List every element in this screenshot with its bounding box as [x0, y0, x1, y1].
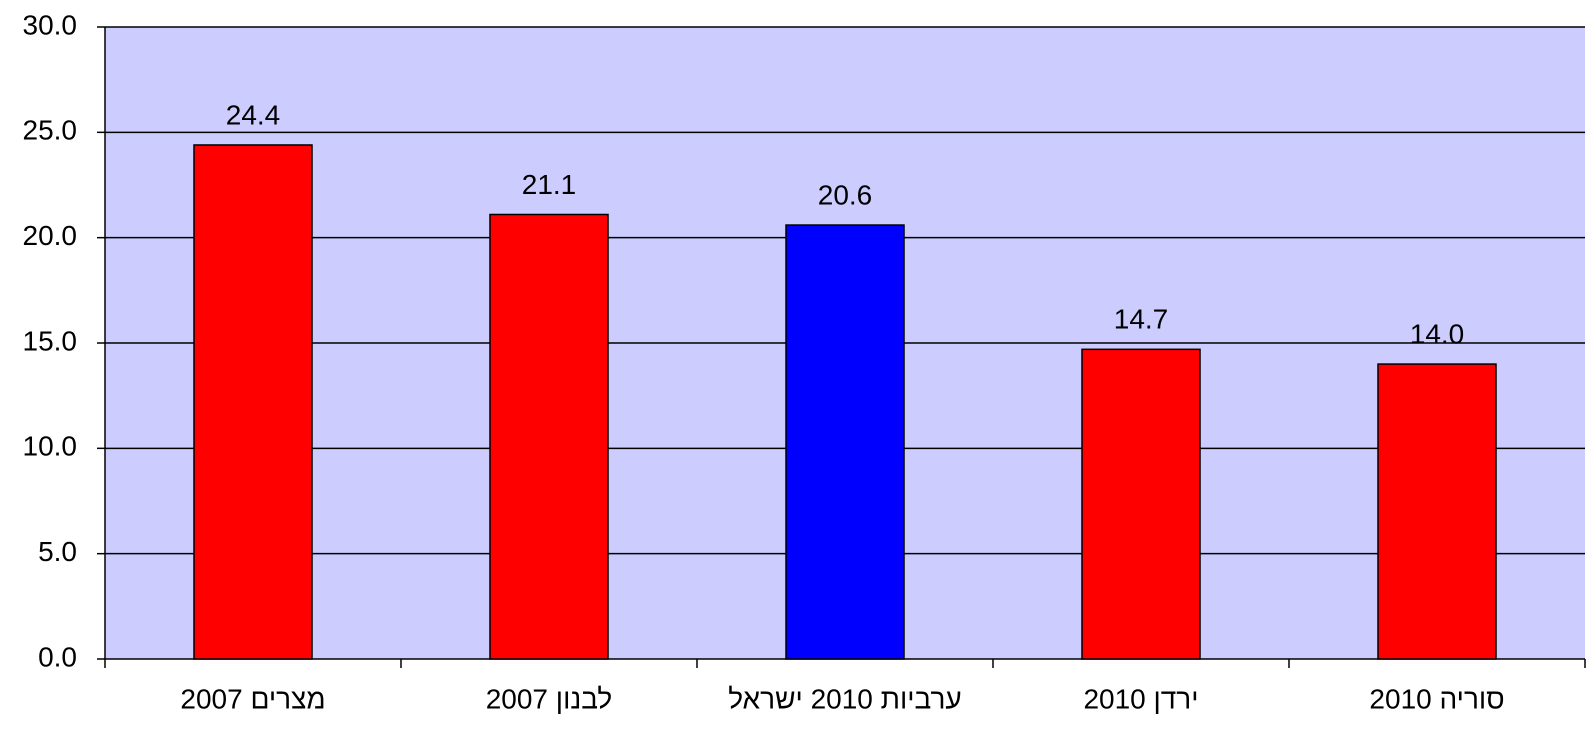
value-label: 14.0: [1410, 318, 1465, 349]
y-tick-label: 10.0: [23, 431, 78, 462]
value-label: 24.4: [226, 99, 281, 130]
y-tick-label: 15.0: [23, 325, 78, 356]
bar: [1081, 348, 1201, 660]
y-tick-label: 25.0: [23, 115, 78, 146]
y-tick-label: 0.0: [38, 641, 77, 672]
bar: [785, 224, 905, 660]
y-tick-label: 5.0: [38, 536, 77, 567]
x-tick-label: לבנון 2007: [486, 683, 613, 714]
x-tick-label: סוריה 2010: [1369, 683, 1504, 714]
bar: [193, 144, 313, 660]
x-tick-label: ירדן 2010: [1083, 683, 1198, 714]
y-tick-label: 20.0: [23, 220, 78, 251]
x-tick-label: ערביות 2010 ישראל: [728, 683, 961, 714]
value-label: 21.1: [522, 169, 577, 200]
y-tick-label: 30.0: [23, 9, 78, 40]
value-label: 14.7: [1114, 304, 1169, 335]
x-tick-label: מצרים 2007: [180, 683, 325, 714]
bar: [489, 213, 609, 660]
bar: [1377, 363, 1497, 660]
value-label: 20.6: [818, 179, 873, 210]
